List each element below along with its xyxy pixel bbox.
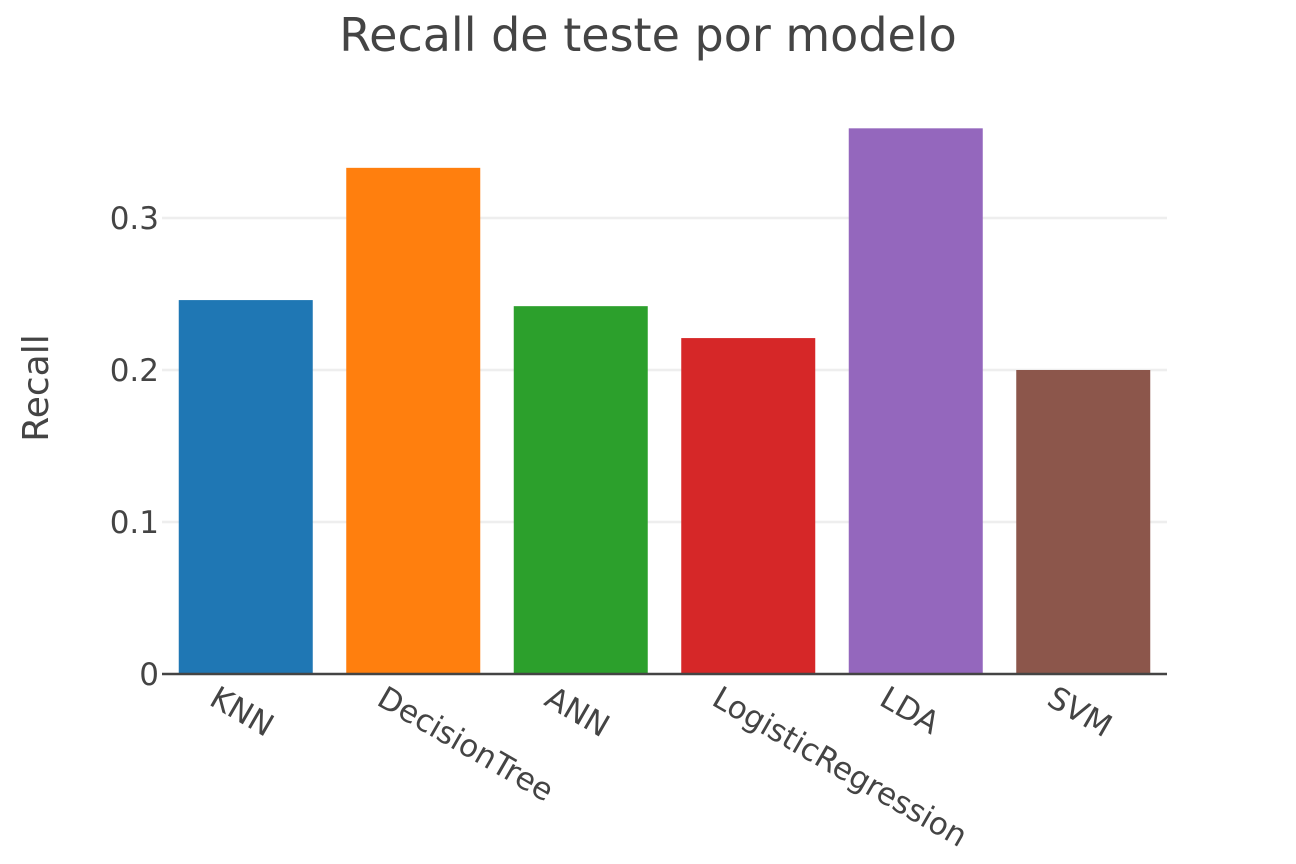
y-tick-label: 0.3 xyxy=(110,201,159,237)
chart-title: Recall de teste por modelo xyxy=(339,8,957,62)
bar-knn xyxy=(178,300,313,674)
x-tick-label: ANN xyxy=(539,680,616,745)
y-gridlines xyxy=(162,216,1167,524)
y-tick-label: 0.2 xyxy=(110,353,159,389)
bar-lda xyxy=(848,128,983,674)
x-tick-label: KNN xyxy=(204,680,280,745)
bar-ann xyxy=(513,306,648,674)
bar-svm xyxy=(1016,370,1151,674)
x-tick-label: LDA xyxy=(874,680,946,742)
y-axis-tick-labels: 0 0.1 0.2 0.3 xyxy=(110,201,159,693)
bar-series xyxy=(178,128,1151,674)
y-tick-label: 0.1 xyxy=(110,505,159,541)
y-axis-title: Recall xyxy=(16,334,57,441)
y-tick-label: 0 xyxy=(139,657,159,693)
x-tick-label: SVM xyxy=(1041,680,1118,745)
x-tick-label: DecisionTree xyxy=(371,680,559,809)
bar-decisiontree xyxy=(346,167,481,674)
bar-logisticregression xyxy=(681,338,816,674)
